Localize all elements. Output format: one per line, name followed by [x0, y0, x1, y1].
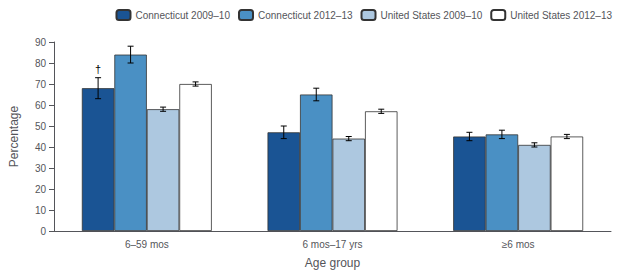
svg-text:20: 20: [35, 184, 47, 195]
svg-text:0: 0: [40, 226, 46, 237]
svg-text:30: 30: [35, 163, 47, 174]
svg-text:United States 2009–10: United States 2009–10: [381, 10, 483, 21]
svg-text:80: 80: [35, 58, 47, 69]
svg-text:60: 60: [35, 100, 47, 111]
svg-text:70: 70: [35, 79, 47, 90]
svg-text:Percentage: Percentage: [7, 105, 21, 167]
svg-text:†: †: [95, 63, 101, 75]
svg-text:50: 50: [35, 121, 47, 132]
svg-text:≥6 mos: ≥6 mos: [502, 239, 535, 250]
svg-text:Connecticut 2009–10: Connecticut 2009–10: [135, 10, 230, 21]
svg-text:Connecticut 2012–13: Connecticut 2012–13: [258, 10, 353, 21]
svg-text:United States 2012–13: United States 2012–13: [510, 10, 612, 21]
svg-text:90: 90: [35, 37, 47, 48]
svg-text:6 mos–17 yrs: 6 mos–17 yrs: [302, 239, 362, 250]
svg-text:10: 10: [35, 205, 47, 216]
svg-text:40: 40: [35, 142, 47, 153]
svg-text:6–59 mos: 6–59 mos: [125, 239, 169, 250]
svg-text:Age group: Age group: [305, 256, 361, 270]
